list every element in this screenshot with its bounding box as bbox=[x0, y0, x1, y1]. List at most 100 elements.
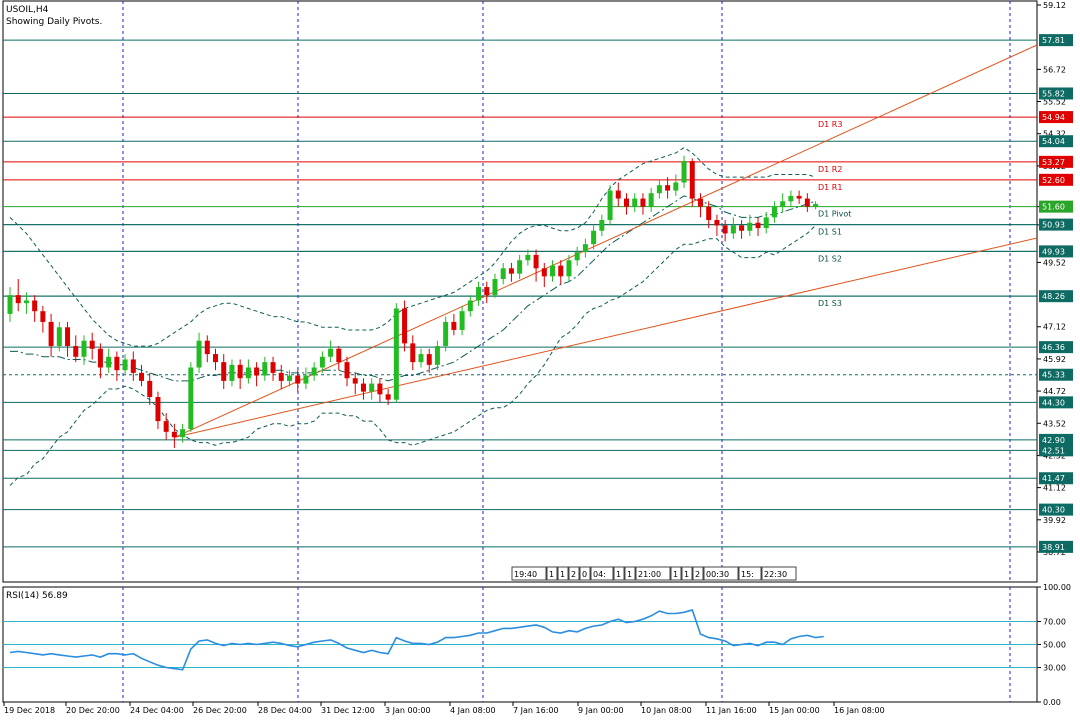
candle-body bbox=[303, 375, 309, 384]
candle-body bbox=[360, 383, 366, 392]
candle-body bbox=[328, 348, 334, 357]
candle-body bbox=[106, 356, 112, 368]
candle-body bbox=[599, 220, 605, 231]
time-tick-label: 28 Dec 04:00 bbox=[258, 706, 312, 715]
price-label-box bbox=[1039, 173, 1073, 186]
price-label-text: 52.60 bbox=[1042, 176, 1065, 185]
time-tick-label: 24 Dec 04:00 bbox=[130, 706, 184, 715]
time-tick-label: 16 Jan 08:00 bbox=[834, 706, 885, 715]
price-label-text: 54.94 bbox=[1042, 113, 1065, 122]
price-label-text: 42.51 bbox=[1042, 446, 1065, 455]
candle-body bbox=[550, 265, 556, 277]
candle-body bbox=[147, 380, 153, 397]
candle-body bbox=[632, 198, 638, 207]
candle-body bbox=[23, 300, 29, 304]
candle-body bbox=[73, 346, 79, 357]
pivot-level-label: D1 S2 bbox=[818, 254, 842, 263]
price-label-text: 46.36 bbox=[1042, 343, 1065, 352]
timeline-marker-box bbox=[670, 566, 682, 581]
candle-body bbox=[65, 327, 71, 347]
timeline-marker-box bbox=[579, 566, 591, 581]
price-label-box bbox=[1039, 540, 1073, 553]
bollinger-upper bbox=[9, 147, 816, 347]
rsi-line bbox=[9, 609, 824, 671]
timeline-marker-box bbox=[635, 566, 671, 581]
candle-body bbox=[500, 268, 506, 280]
candle-body bbox=[624, 198, 629, 207]
timeline-marker-text: 19:40 bbox=[514, 570, 537, 579]
candle-body bbox=[804, 198, 810, 207]
candle-body bbox=[476, 287, 482, 301]
candle-body bbox=[245, 367, 251, 379]
price-label-text: 38.91 bbox=[1042, 543, 1065, 552]
price-label-box bbox=[1039, 472, 1073, 485]
candle-body bbox=[730, 225, 736, 234]
channel-line-upper bbox=[174, 44, 1038, 438]
bollinger-middle bbox=[10, 195, 816, 382]
price-label-box bbox=[1039, 444, 1073, 457]
candle-body bbox=[122, 359, 128, 371]
candle-body bbox=[755, 222, 761, 229]
time-tick-label: 3 Jan 00:00 bbox=[385, 706, 431, 715]
price-label-box bbox=[1039, 135, 1073, 148]
price-label-box bbox=[1039, 396, 1073, 409]
candle-body bbox=[180, 429, 186, 438]
candle-body bbox=[459, 311, 465, 330]
candle-body bbox=[451, 321, 457, 330]
bollinger-bands bbox=[9, 147, 816, 486]
candle-body bbox=[336, 348, 342, 363]
price-tick-label: 49.52 bbox=[1043, 258, 1066, 267]
timeline-marker-text: 22:30 bbox=[764, 570, 787, 579]
candle-body bbox=[221, 362, 227, 381]
price-label-text: 48.26 bbox=[1042, 292, 1065, 301]
main-frame bbox=[2, 0, 1038, 583]
candle-body bbox=[780, 201, 786, 207]
pivot-level-label: D1 R1 bbox=[818, 183, 842, 192]
time-axis: 19 Dec 2018 20 Dec 20:00 24 Dec 04:00 26 De… bbox=[3, 702, 885, 715]
rsi-tick-label: 70.00 bbox=[1043, 618, 1066, 627]
candle-body bbox=[402, 308, 408, 344]
candle-body bbox=[813, 203, 819, 207]
timeline-marker-box bbox=[624, 566, 636, 581]
time-tick-label: 9 Jan 00:00 bbox=[578, 706, 624, 715]
candle-body bbox=[32, 300, 38, 312]
candle-body bbox=[739, 225, 745, 231]
candle-body bbox=[163, 421, 169, 432]
candle-body bbox=[525, 254, 531, 261]
pivot-level-label: D1 R3 bbox=[818, 120, 842, 129]
price-tick-label: 55.52 bbox=[1043, 98, 1066, 107]
price-label-text: 40.30 bbox=[1042, 506, 1065, 515]
candle-body bbox=[615, 190, 621, 199]
candle-body bbox=[344, 362, 350, 379]
timeline-marker-text: 1 bbox=[684, 570, 689, 579]
time-tick-label: 31 Dec 12:00 bbox=[321, 706, 375, 715]
timeline-marker-text: 1 bbox=[616, 570, 621, 579]
candle-body bbox=[97, 348, 103, 368]
price-label-text: 54.04 bbox=[1042, 137, 1065, 146]
timeline-marker-box bbox=[557, 566, 569, 581]
candle-body bbox=[196, 340, 202, 368]
candle-body bbox=[591, 230, 597, 245]
timeline-marker-text: 15: bbox=[741, 570, 754, 579]
candle-body bbox=[673, 182, 679, 191]
time-tick-label: 4 Jan 08:00 bbox=[450, 706, 496, 715]
timeline-marker-text: 2 bbox=[571, 570, 576, 579]
candle-body bbox=[295, 375, 301, 384]
time-tick-label: 11 Jan 16:00 bbox=[706, 706, 757, 715]
pivot-level-label: D1 S1 bbox=[818, 228, 842, 237]
candle-body bbox=[426, 354, 432, 365]
candle-body bbox=[114, 356, 120, 371]
candle-body bbox=[467, 300, 473, 312]
candle-body bbox=[566, 260, 572, 277]
timeline-marker-box bbox=[761, 566, 797, 581]
rsi-tick-label: 30.00 bbox=[1043, 664, 1066, 673]
candle-body bbox=[7, 295, 13, 314]
price-tick-label: 41.12 bbox=[1043, 484, 1066, 493]
chart-symbol-title: USOIL,H4 bbox=[6, 5, 49, 15]
price-label-box bbox=[1039, 155, 1073, 168]
time-tick-label: 15 Jan 00:00 bbox=[769, 706, 820, 715]
candle-body bbox=[204, 340, 210, 355]
price-label-box bbox=[1039, 218, 1073, 231]
timeline-marker-box bbox=[738, 566, 762, 581]
